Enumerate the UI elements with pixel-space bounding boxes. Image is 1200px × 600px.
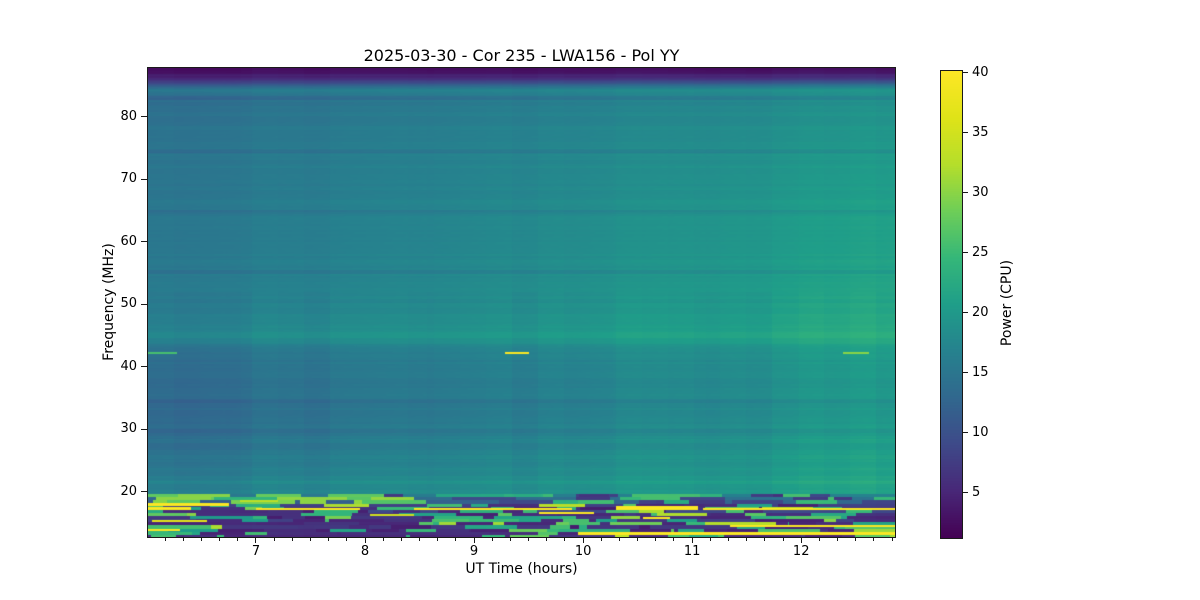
x-minor-tick	[600, 537, 602, 541]
colorbar-label: Power (CPU)	[999, 259, 1015, 347]
x-minor-tick	[200, 537, 202, 541]
x-tick-8	[364, 537, 366, 543]
x-minor-tick	[382, 537, 384, 541]
spectrogram-canvas	[148, 68, 895, 537]
x-tick-label-10: 10	[574, 544, 592, 559]
y-tick-label-40: 40	[120, 358, 137, 374]
x-minor-tick	[782, 537, 784, 541]
colorbar-tick-10	[963, 432, 968, 434]
x-minor-tick	[400, 537, 402, 541]
x-minor-tick	[837, 537, 839, 541]
y-tick-label-50: 50	[120, 296, 137, 312]
x-minor-tick	[509, 537, 511, 541]
x-minor-tick	[237, 537, 239, 541]
x-minor-tick	[873, 537, 875, 541]
x-tick-label-8: 8	[360, 544, 370, 559]
colorbar	[940, 70, 963, 539]
y-tick-20	[141, 491, 147, 493]
colorbar-tick-label-40: 40	[972, 64, 989, 80]
y-tick-label-20: 20	[120, 483, 137, 499]
x-minor-tick	[746, 537, 748, 541]
x-minor-tick	[164, 537, 166, 541]
x-minor-tick	[673, 537, 675, 541]
x-minor-tick	[528, 537, 530, 541]
x-tick-9	[473, 537, 475, 543]
y-tick-50	[141, 303, 147, 305]
x-tick-11	[691, 537, 693, 543]
x-minor-tick	[891, 537, 893, 541]
x-minor-tick	[618, 537, 620, 541]
x-tick-label-11: 11	[683, 544, 701, 559]
x-minor-tick	[855, 537, 857, 541]
x-minor-tick	[291, 537, 293, 541]
x-minor-tick	[655, 537, 657, 541]
x-minor-tick	[455, 537, 457, 541]
x-tick-label-7: 7	[251, 544, 261, 559]
x-minor-tick	[818, 537, 820, 541]
x-tick-7	[255, 537, 257, 543]
y-tick-40	[141, 366, 147, 368]
y-tick-label-80: 80	[120, 108, 137, 124]
y-tick-70	[141, 178, 147, 180]
x-tick-12	[800, 537, 802, 543]
x-minor-tick	[219, 537, 221, 541]
colorbar-tick-15	[963, 372, 968, 374]
colorbar-tick-label-30: 30	[972, 184, 989, 200]
colorbar-tick-label-10: 10	[972, 424, 989, 440]
x-minor-tick	[728, 537, 729, 541]
plot-area	[147, 67, 896, 538]
chart-title: 2025-03-30 - Cor 235 - LWA156 - Pol YY	[363, 46, 680, 65]
x-minor-tick	[637, 537, 639, 541]
x-tick-label-12: 12	[792, 544, 810, 559]
x-minor-tick	[709, 537, 711, 541]
colorbar-tick-label-35: 35	[972, 124, 989, 140]
x-minor-tick	[546, 537, 548, 541]
colorbar-tick-40	[963, 72, 968, 74]
colorbar-tick-label-20: 20	[972, 304, 989, 320]
colorbar-tick-20	[963, 312, 968, 314]
x-minor-tick	[491, 537, 493, 541]
y-tick-label-60: 60	[120, 233, 137, 249]
colorbar-tick-30	[963, 192, 968, 194]
x-minor-tick	[328, 537, 330, 541]
x-minor-tick	[419, 537, 421, 541]
x-minor-tick	[182, 537, 184, 541]
y-tick-label-70: 70	[120, 171, 137, 187]
colorbar-canvas	[941, 71, 962, 538]
colorbar-tick-label-15: 15	[972, 364, 989, 380]
x-minor-tick	[309, 537, 311, 541]
colorbar-tick-label-25: 25	[972, 244, 989, 260]
y-tick-30	[141, 428, 147, 430]
x-minor-tick	[437, 537, 439, 541]
colorbar-tick-label-5: 5	[972, 484, 981, 500]
y-tick-80	[141, 116, 147, 118]
colorbar-tick-35	[963, 132, 968, 134]
x-minor-tick	[764, 537, 766, 541]
x-minor-tick	[564, 537, 566, 541]
x-axis-label: UT Time (hours)	[465, 561, 578, 577]
y-tick-60	[141, 241, 147, 243]
colorbar-tick-25	[963, 252, 968, 254]
x-tick-label-9: 9	[469, 544, 479, 559]
colorbar-tick-5	[963, 492, 968, 494]
y-tick-label-30: 30	[120, 421, 137, 437]
x-minor-tick	[273, 537, 275, 541]
x-tick-10	[582, 537, 584, 543]
x-minor-tick	[346, 537, 348, 541]
